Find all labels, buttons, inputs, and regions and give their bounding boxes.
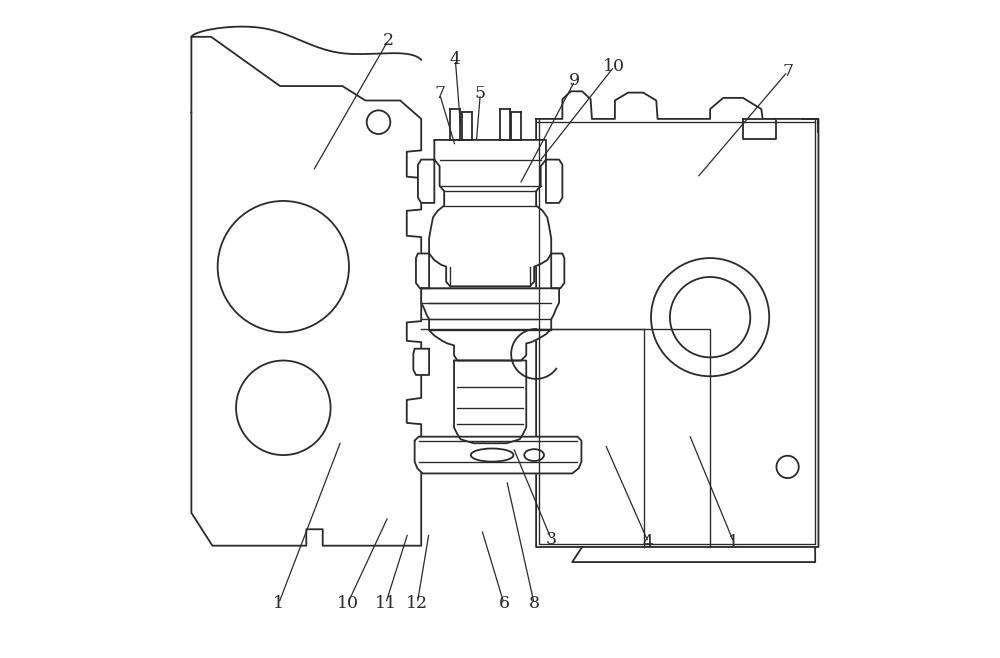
Text: 9: 9 bbox=[569, 72, 580, 89]
Text: 12: 12 bbox=[406, 595, 428, 612]
Text: 1: 1 bbox=[728, 534, 739, 551]
Text: 8: 8 bbox=[529, 595, 540, 612]
Text: 6: 6 bbox=[498, 595, 509, 612]
Text: 7: 7 bbox=[434, 86, 445, 103]
Polygon shape bbox=[743, 119, 776, 139]
Polygon shape bbox=[415, 437, 581, 474]
Text: 4: 4 bbox=[450, 51, 461, 68]
Polygon shape bbox=[454, 361, 526, 443]
Polygon shape bbox=[572, 547, 815, 562]
Text: 10: 10 bbox=[603, 58, 625, 75]
Text: 2: 2 bbox=[383, 32, 394, 49]
Polygon shape bbox=[191, 37, 421, 545]
Text: 3: 3 bbox=[546, 530, 557, 547]
Text: 5: 5 bbox=[475, 86, 486, 103]
Text: 7: 7 bbox=[782, 63, 793, 80]
Polygon shape bbox=[546, 160, 562, 203]
Polygon shape bbox=[551, 253, 564, 288]
Polygon shape bbox=[429, 140, 551, 286]
Polygon shape bbox=[536, 91, 818, 547]
Polygon shape bbox=[413, 349, 429, 375]
Polygon shape bbox=[421, 288, 559, 361]
Text: 1: 1 bbox=[273, 595, 284, 612]
Polygon shape bbox=[418, 160, 434, 203]
Text: 10: 10 bbox=[337, 595, 359, 612]
Text: 4: 4 bbox=[643, 534, 654, 551]
Text: 11: 11 bbox=[375, 595, 397, 612]
Polygon shape bbox=[416, 253, 429, 288]
